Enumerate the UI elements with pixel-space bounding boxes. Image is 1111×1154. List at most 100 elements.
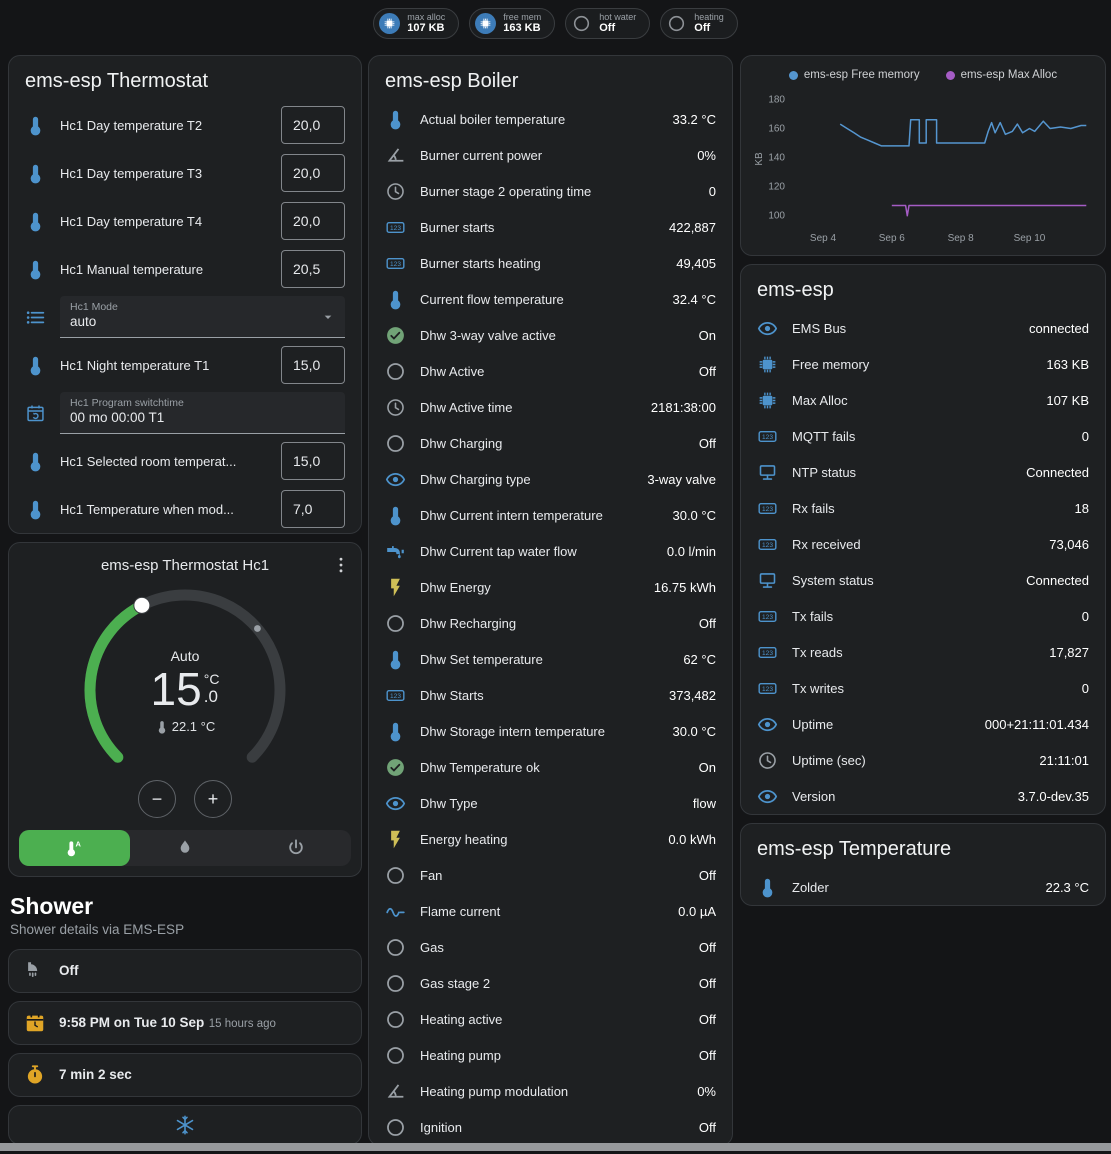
hvac-mode-button[interactable] — [19, 830, 130, 866]
entity-row[interactable]: Dhw Charging type 3-way valve — [369, 461, 732, 497]
entity-icon — [757, 786, 778, 807]
entity-row[interactable]: Dhw Recharging Off — [369, 605, 732, 641]
entity-row[interactable]: Dhw Type flow — [369, 785, 732, 821]
entity-row[interactable]: NTP status Connected — [741, 454, 1105, 490]
entity-value: 18 — [1074, 500, 1089, 516]
legend-dot — [788, 70, 798, 80]
entity-row[interactable]: Dhw Current tap water flow 0.0 l/min — [369, 533, 732, 569]
status-badge[interactable]: max alloc 107 KB — [373, 7, 460, 39]
temp-decrease-button[interactable]: − — [138, 780, 176, 818]
mode-icon — [64, 838, 84, 858]
entity-icon — [385, 1045, 406, 1066]
entity-icon — [385, 1081, 406, 1102]
entity-row[interactable]: Fan Off — [369, 857, 732, 893]
entity-row[interactable]: System status Connected — [741, 562, 1105, 598]
entity-row[interactable]: Burner starts 422,887 — [369, 209, 732, 245]
entity-row[interactable]: Dhw Energy 16.75 kWh — [369, 569, 732, 605]
entity-label: Heating active — [420, 1011, 503, 1027]
status-badge[interactable]: heating Off — [660, 7, 738, 39]
entity-row[interactable]: Zolder 22.3 °C — [741, 869, 1105, 905]
entity-icon — [385, 145, 406, 166]
entity-row[interactable]: Uptime (sec) 21:11:01 — [741, 742, 1105, 778]
number-input[interactable]: 20,5 — [281, 250, 345, 288]
entity-row[interactable]: Dhw Active Off — [369, 353, 732, 389]
legend-item[interactable]: ems-esp Free memory — [788, 69, 920, 81]
entity-row[interactable]: EMS Bus connected — [741, 310, 1105, 346]
entity-row[interactable]: Max Alloc 107 KB — [741, 382, 1105, 418]
memory-line-chart[interactable]: 100 120 140 160 180 Sep 4 Sep 6 Sep 8 Sep 10 KB — [752, 83, 1094, 255]
entity-icon — [385, 865, 406, 886]
badge-icon — [666, 13, 687, 34]
entity-icon — [385, 289, 406, 310]
thermostat-rows: Hc1 Day temperature T2 20,0 Hc1 Day temp… — [9, 101, 361, 533]
number-input[interactable]: 20,0 — [281, 154, 345, 192]
entity-value: 0% — [697, 147, 716, 163]
entity-icon — [385, 1117, 406, 1138]
shower-entity-card[interactable]: Off — [8, 949, 362, 993]
entity-row[interactable]: Burner stage 2 operating time 0 — [369, 173, 732, 209]
status-badge[interactable]: free mem 163 KB — [469, 7, 556, 39]
entity-row[interactable]: Burner starts heating 49,405 — [369, 245, 732, 281]
shower-entity-card[interactable]: 7 min 2 sec — [8, 1053, 362, 1097]
entity-icon — [385, 829, 406, 850]
entity-row[interactable]: Tx writes 0 — [741, 670, 1105, 706]
number-input[interactable]: 20,0 — [281, 202, 345, 240]
entity-icon — [385, 505, 406, 526]
entity-row[interactable]: Rx received 73,046 — [741, 526, 1105, 562]
entity-row[interactable]: Dhw Charging Off — [369, 425, 732, 461]
number-input[interactable]: 15,0 — [281, 346, 345, 384]
text-field[interactable]: Hc1 Program switchtime 00 mo 00:00 T1 — [60, 392, 345, 434]
select-field[interactable]: Hc1 Mode auto — [60, 296, 345, 338]
entity-row[interactable]: Dhw Active time 2181:38:00 — [369, 389, 732, 425]
status-badge[interactable]: hot water Off — [565, 7, 651, 39]
entity-row[interactable]: Flame current 0.0 µA — [369, 893, 732, 929]
entity-label: Rx received — [792, 536, 861, 552]
entity-row[interactable]: Dhw Temperature ok On — [369, 749, 732, 785]
hvac-mode-button[interactable] — [240, 830, 351, 866]
entity-row[interactable]: Dhw Set temperature 62 °C — [369, 641, 732, 677]
thermostat-dial[interactable]: Auto 15 °C .0 22.1 °C − + — [70, 578, 300, 818]
entity-label: Gas stage 2 — [420, 975, 491, 991]
number-input[interactable]: 7,0 — [281, 490, 345, 528]
entity-row[interactable]: Heating pump Off — [369, 1037, 732, 1073]
entity-row[interactable]: Dhw Storage intern temperature 30.0 °C — [369, 713, 732, 749]
hvac-mode-buttons — [19, 830, 351, 866]
legend-item[interactable]: ems-esp Max Alloc — [945, 69, 1057, 81]
entity-row[interactable]: Gas stage 2 Off — [369, 965, 732, 1001]
entity-row[interactable]: Uptime 000+21:11:01.434 — [741, 706, 1105, 742]
entity-row[interactable]: Tx reads 17,827 — [741, 634, 1105, 670]
entity-icon — [385, 757, 406, 778]
shower-entity-card[interactable]: 9:58 PM on Tue 10 Sep 15 hours ago — [8, 1001, 362, 1045]
entity-row[interactable]: Dhw 3-way valve active On — [369, 317, 732, 353]
entity-value: 163 KB — [1046, 356, 1089, 372]
entity-row[interactable]: Free memory 163 KB — [741, 346, 1105, 382]
entity-row[interactable]: Version 3.7.0-dev.35 — [741, 778, 1105, 814]
entity-row[interactable]: Energy heating 0.0 kWh — [369, 821, 732, 857]
entity-label: Burner stage 2 operating time — [420, 183, 592, 199]
entity-label: Dhw Type — [420, 795, 478, 811]
entity-row[interactable]: Dhw Starts 373,482 — [369, 677, 732, 713]
entity-value: 21:11:01 — [1039, 752, 1089, 768]
entity-icon — [385, 325, 406, 346]
entity-row[interactable]: Heating pump modulation 0% — [369, 1073, 732, 1109]
horizontal-scrollbar[interactable] — [0, 1143, 1111, 1151]
entity-label: Dhw Starts — [420, 687, 484, 703]
shower-entity-card[interactable] — [8, 1105, 362, 1145]
entity-row[interactable]: Ignition Off — [369, 1109, 732, 1145]
entity-row[interactable]: Tx fails 0 — [741, 598, 1105, 634]
entity-row[interactable]: Burner current power 0% — [369, 137, 732, 173]
hvac-mode-button[interactable] — [130, 830, 241, 866]
entity-row[interactable]: Actual boiler temperature 33.2 °C — [369, 101, 732, 137]
entity-label: System status — [792, 572, 874, 588]
temp-increase-button[interactable]: + — [194, 780, 232, 818]
entity-row[interactable]: MQTT fails 0 — [741, 418, 1105, 454]
entity-row[interactable]: Current flow temperature 32.4 °C — [369, 281, 732, 317]
entity-row[interactable]: Heating active Off — [369, 1001, 732, 1037]
entity-row[interactable]: Rx fails 18 — [741, 490, 1105, 526]
number-input[interactable]: 20,0 — [281, 106, 345, 144]
entity-row[interactable]: Gas Off — [369, 929, 732, 965]
entity-row[interactable]: Dhw Current intern temperature 30.0 °C — [369, 497, 732, 533]
number-input[interactable]: 15,0 — [281, 442, 345, 480]
svg-text:Sep 4: Sep 4 — [810, 233, 837, 244]
dots-vertical-icon[interactable] — [331, 555, 351, 575]
